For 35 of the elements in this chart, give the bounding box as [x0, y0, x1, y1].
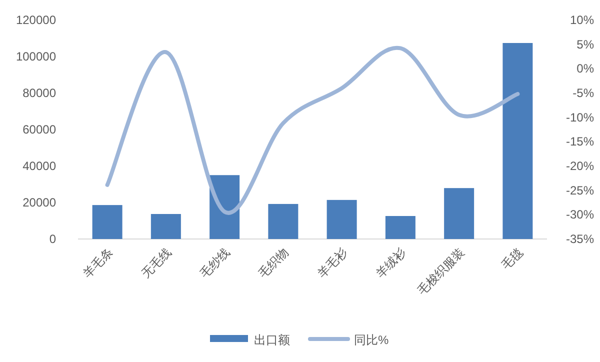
line-series — [105, 46, 520, 214]
y-tick-label: 80000 — [22, 86, 56, 100]
x-tick-label: 毛织物 — [256, 245, 292, 281]
y-tick-label: 100000 — [16, 50, 56, 64]
y2-tick-label: 10% — [570, 13, 594, 27]
bar — [268, 204, 298, 239]
y2-tick-label: -25% — [566, 183, 594, 198]
x-tick-label: 羊毛衫 — [314, 245, 350, 281]
y2-tick-label: -15% — [566, 134, 594, 149]
y2-tick-label: -35% — [566, 232, 594, 246]
x-tick-label: 毛梭织服装 — [414, 245, 468, 298]
bar — [385, 216, 416, 239]
y2-tick-label: 5% — [576, 37, 594, 52]
bar — [502, 42, 533, 239]
y2-tick-label: -30% — [566, 208, 594, 222]
y2-tick-label: -5% — [572, 86, 594, 100]
y-tick-label: 120000 — [16, 13, 56, 27]
bar — [150, 214, 181, 239]
legend-label: 同比% — [354, 333, 389, 347]
x-tick-label: 羊毛条 — [80, 245, 116, 281]
x-tick-label: 毛毯 — [498, 245, 526, 272]
x-tick-label: 无毛线 — [138, 245, 174, 281]
y-tick-label: 60000 — [22, 122, 56, 136]
x-tick-label: 毛纱线 — [197, 245, 233, 281]
bar — [326, 200, 357, 239]
y-tick-label: 0 — [49, 232, 56, 246]
y-tick-label: 40000 — [22, 159, 56, 173]
legend-label: 出口额 — [254, 333, 290, 347]
x-tick-label: 羊绒衫 — [373, 245, 409, 281]
bar — [444, 188, 474, 239]
bar — [92, 205, 122, 239]
y-tick-label: 20000 — [22, 196, 56, 210]
y2-tick-label: -20% — [566, 159, 594, 173]
y2-tick-label: 0% — [576, 62, 594, 76]
y2-tick-label: -10% — [566, 110, 594, 124]
